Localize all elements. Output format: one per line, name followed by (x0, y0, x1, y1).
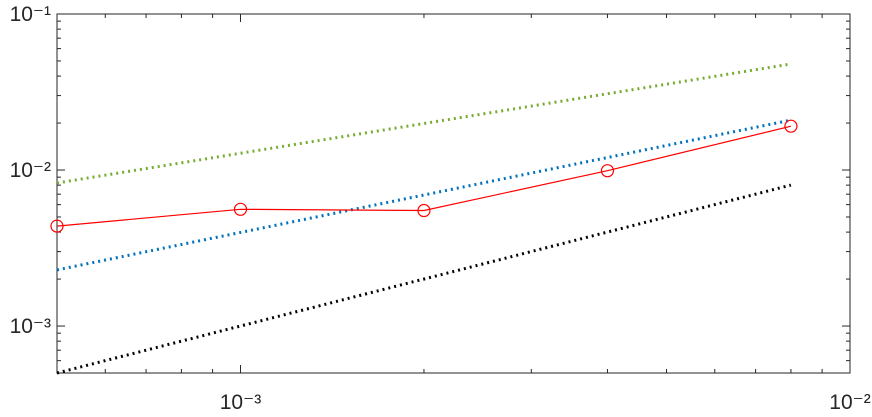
plot-frame (56, 13, 851, 374)
x-tick-label: 10⁻³ (220, 391, 261, 414)
x-tick-label: 10⁻² (829, 391, 870, 414)
marker (784, 119, 798, 133)
y-tick-label: 10⁻¹ (10, 3, 51, 26)
series-line (56, 183, 792, 375)
marker (233, 202, 248, 216)
marker (600, 164, 615, 178)
series-line (56, 118, 792, 272)
y-tick-label: 10⁻³ (10, 315, 51, 338)
marker (50, 219, 64, 233)
marker (417, 203, 431, 218)
y-tick-label: 10⁻² (10, 159, 51, 182)
series-line (56, 125, 792, 227)
series-line (56, 62, 792, 185)
